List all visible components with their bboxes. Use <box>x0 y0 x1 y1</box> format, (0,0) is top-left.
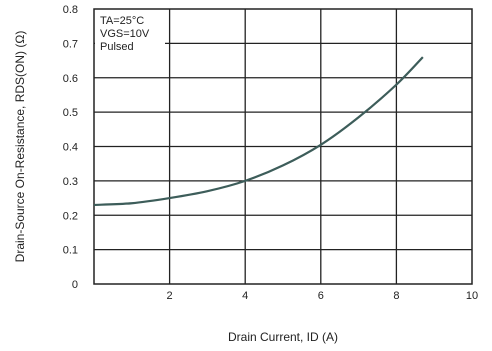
annotation-text: VGS=10V <box>100 28 150 40</box>
x-tick-label: 8 <box>393 290 399 302</box>
y-tick-label: 0.1 <box>63 245 78 257</box>
plot-frame <box>93 8 473 285</box>
x-tick-label: 10 <box>466 290 478 302</box>
y-tick-label: 0.5 <box>63 107 78 119</box>
annotation-background <box>95 10 165 65</box>
x-tick-label: 6 <box>318 290 324 302</box>
x-tick-labels: 2 4 6 8 10 <box>167 290 479 302</box>
y-tick-label: 0.2 <box>63 210 78 222</box>
y-tick-label: 0.7 <box>63 38 78 50</box>
y-tick-label: 0.8 <box>63 4 78 16</box>
y-tick-label: 0.3 <box>63 176 78 188</box>
y-tick-label: 0.6 <box>63 73 78 85</box>
series-group <box>93 56 424 207</box>
y-axis-title: Drain-Source On-Resistance, RDS(ON) (Ω) <box>13 31 27 263</box>
y-tick-labels: 0 0.1 0.2 0.3 0.4 0.5 0.6 0.7 0.8 <box>63 4 78 291</box>
x-axis-title: Drain Current, ID (A) <box>228 330 338 344</box>
annotation-text: Pulsed <box>100 41 134 53</box>
x-tick-label: 2 <box>167 290 173 302</box>
series-line <box>93 56 424 207</box>
annotation-text: TA=25°C <box>100 15 144 27</box>
y-tick-label: 0 <box>72 279 78 291</box>
x-tick-label: 4 <box>242 290 248 302</box>
y-tick-label: 0.4 <box>63 142 78 154</box>
